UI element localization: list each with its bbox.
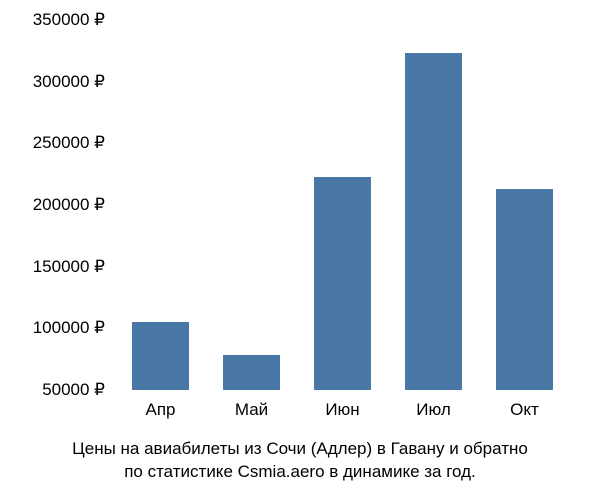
plot-area [115,20,570,390]
y-tick-label: 350000 ₽ [0,10,105,30]
y-tick-label: 100000 ₽ [0,318,105,338]
bar [132,322,188,390]
bar [314,177,370,390]
bar [223,355,279,390]
price-chart: Цены на авиабилеты из Сочи (Адлер) в Гав… [0,0,600,500]
bar [496,189,552,390]
y-tick-label: 300000 ₽ [0,72,105,92]
y-tick-label: 250000 ₽ [0,133,105,153]
bar [405,53,461,390]
y-tick-label: 50000 ₽ [0,380,105,400]
chart-caption-line1: Цены на авиабилеты из Сочи (Адлер) в Гав… [0,438,600,461]
x-tick-label: Июл [416,400,451,420]
x-tick-label: Окт [510,400,539,420]
x-tick-label: Июн [325,400,359,420]
y-tick-label: 200000 ₽ [0,195,105,215]
x-tick-label: Апр [146,400,176,420]
chart-caption-line2: по статистике Csmia.aero в динамике за г… [0,461,600,484]
y-tick-label: 150000 ₽ [0,257,105,277]
x-tick-label: Май [235,400,268,420]
